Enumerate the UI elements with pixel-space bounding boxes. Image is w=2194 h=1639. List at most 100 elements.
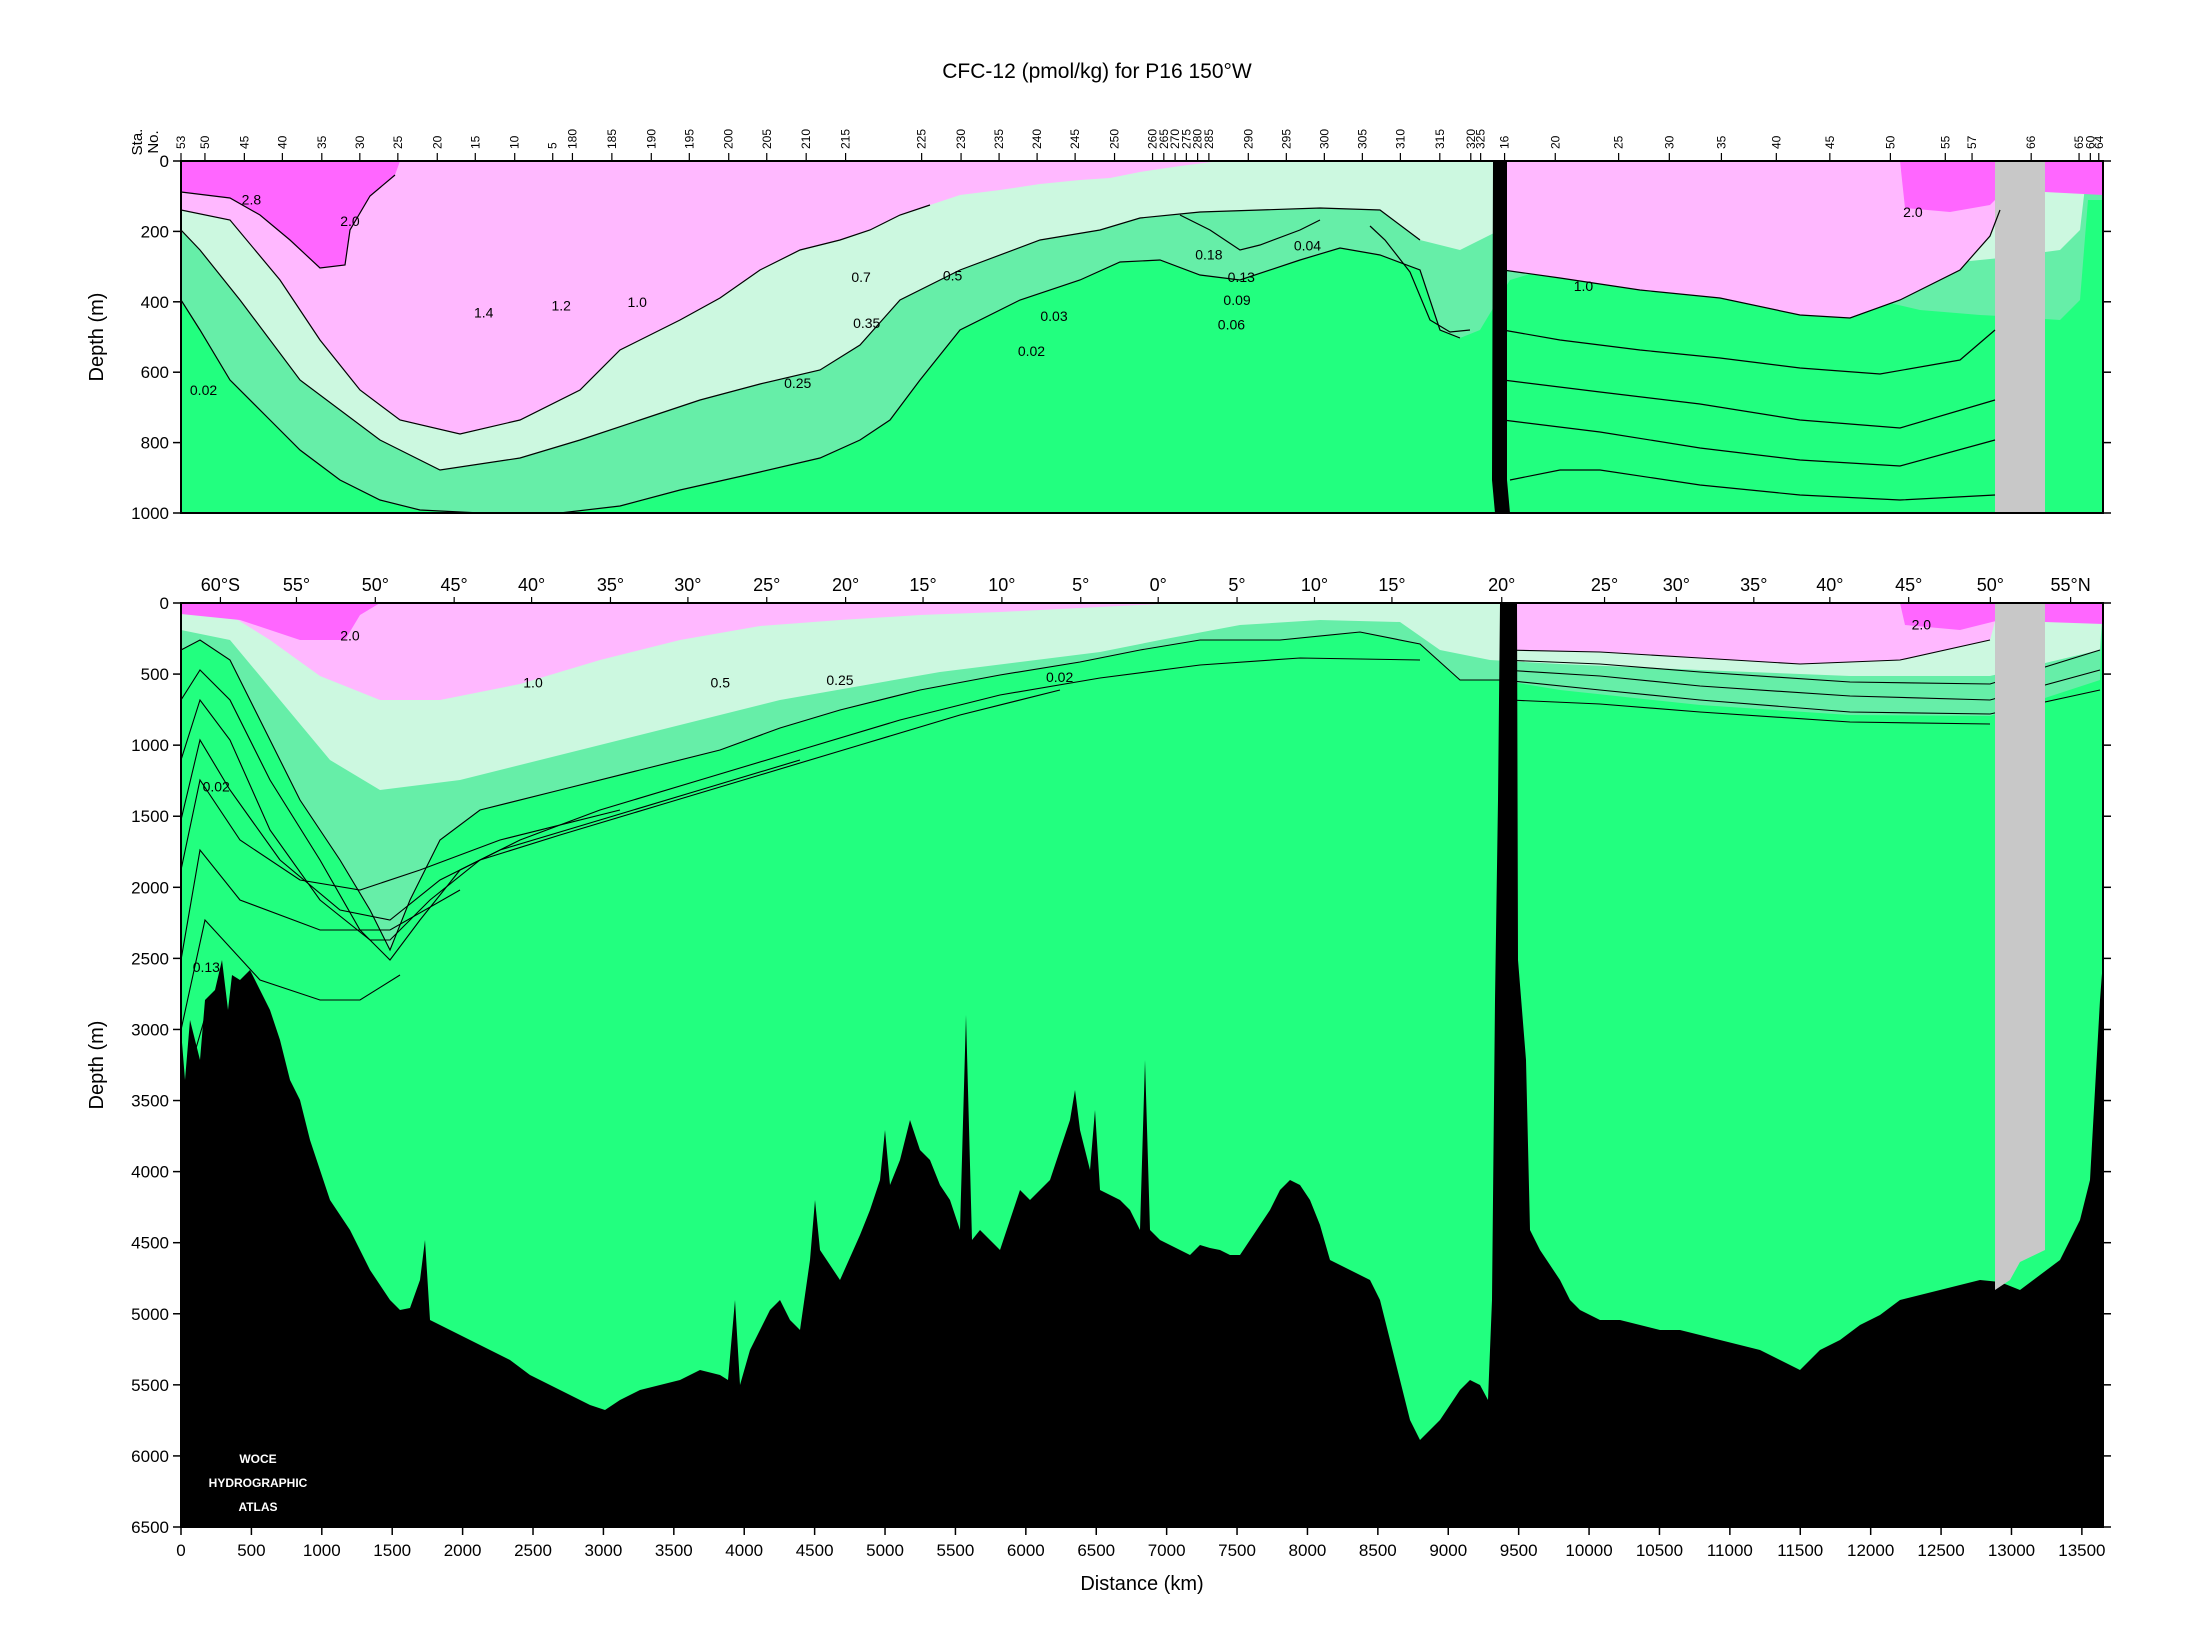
station-label: 235 xyxy=(992,129,1006,149)
x-tick-label: 3500 xyxy=(655,1541,693,1560)
latitude-label: 50° xyxy=(362,575,389,595)
latitude-label: 40° xyxy=(518,575,545,595)
station-label: 230 xyxy=(954,129,968,149)
station-label: 5 xyxy=(546,142,560,149)
lower-y-tick-label: 3000 xyxy=(131,1020,169,1039)
station-axis-label-no: No. xyxy=(145,130,162,153)
upper-pink-light-band-north xyxy=(1503,161,2000,318)
logo-line-1: WOCE xyxy=(239,1452,276,1466)
x-tick-label: 9500 xyxy=(1500,1541,1538,1560)
station-label: 225 xyxy=(915,129,929,149)
x-tick-label: 11500 xyxy=(1777,1541,1823,1560)
station-label: 320 xyxy=(1464,129,1478,149)
latitude-label: 30° xyxy=(674,575,701,595)
upper-contour-label: 0.25 xyxy=(784,375,811,391)
latitude-label: 10° xyxy=(988,575,1015,595)
station-label: 15 xyxy=(468,135,482,149)
x-tick-label: 5000 xyxy=(866,1541,904,1560)
latitude-label: 10° xyxy=(1301,575,1328,595)
lower-contour-label: 0.25 xyxy=(826,672,853,688)
latitude-label: 25° xyxy=(1591,575,1618,595)
station-label: 20 xyxy=(430,135,444,149)
upper-pink-dark-core xyxy=(181,161,400,268)
station-label: 30 xyxy=(1662,135,1676,149)
station-label: 57 xyxy=(1965,135,1979,149)
station-label: 65 xyxy=(2072,135,2086,149)
upper-pink-dark-core-north xyxy=(1900,161,2103,212)
lower-plot-frame xyxy=(180,602,2104,1528)
latitude-label: 20° xyxy=(832,575,859,595)
latitude-label: 0° xyxy=(1150,575,1167,595)
latitude-label: 40° xyxy=(1816,575,1843,595)
latitude-label: 45° xyxy=(1895,575,1922,595)
lower-y-tick-label: 1500 xyxy=(131,807,169,826)
lower-y-tick-label: 5500 xyxy=(131,1376,169,1395)
x-tick-label: 5500 xyxy=(937,1541,975,1560)
logo-line-3: ATLAS xyxy=(238,1500,277,1514)
latitude-label: 60°S xyxy=(201,575,240,595)
x-tick-label: 13000 xyxy=(1988,1541,2035,1560)
lower-y-tick-label: 1000 xyxy=(131,736,169,755)
x-tick-label: 8500 xyxy=(1359,1541,1397,1560)
station-label: 45 xyxy=(237,135,251,149)
latitude-axis: 60°S 55° 50° 45° 40° 35° 30° 25° 20° 15° 10° 5° 0° 5°… xyxy=(201,575,2091,603)
x-axis: 0 500 1000 1500 2000 2500 3000 3500 4000 4500 5000… xyxy=(176,1527,2106,1560)
upper-data-gap xyxy=(1995,161,2045,513)
latitude-label: 15° xyxy=(909,575,936,595)
station-label: 325 xyxy=(1474,129,1488,149)
latitude-label: 45° xyxy=(441,575,468,595)
latitude-label: 5° xyxy=(1228,575,1245,595)
upper-contour-label: 2.0 xyxy=(340,213,360,229)
station-label: 55 xyxy=(1938,135,1952,149)
station-label: 285 xyxy=(1202,129,1216,149)
x-axis-label: Distance (km) xyxy=(1080,1573,1203,1595)
upper-y-tick-label: 200 xyxy=(141,222,169,241)
station-label: 270 xyxy=(1168,129,1182,149)
station-label: 260 xyxy=(1146,129,1160,149)
lower-panel: 0500100015002000250030003500400045005000… xyxy=(86,575,2111,1595)
logo-line-2: HYDROGRAPHIC xyxy=(209,1476,308,1490)
lower-contour-label: 1.0 xyxy=(523,675,543,691)
lower-y-tick-label: 2000 xyxy=(131,878,169,897)
upper-y-tick-label: 1000 xyxy=(131,504,169,523)
x-tick-label: 6500 xyxy=(1077,1541,1115,1560)
latitude-label: 55° xyxy=(283,575,310,595)
x-tick-label: 3000 xyxy=(585,1541,623,1560)
station-label: 210 xyxy=(799,129,813,149)
lower-contour-label: 0.5 xyxy=(711,675,731,691)
x-tick-label: 2500 xyxy=(514,1541,552,1560)
x-tick-label: 12500 xyxy=(1917,1541,1964,1560)
lower-data-gap xyxy=(1995,603,2045,1290)
latitude-label: 25° xyxy=(753,575,780,595)
station-label: 25 xyxy=(1612,135,1626,149)
chart-title: CFC-12 (pmol/kg) for P16 150°W xyxy=(942,60,1252,83)
upper-contour-label: 1.0 xyxy=(627,294,647,310)
upper-land-bar xyxy=(1492,161,1510,513)
station-label: 185 xyxy=(605,129,619,149)
x-tick-label: 500 xyxy=(237,1541,265,1560)
upper-contour-label: 0.18 xyxy=(1195,246,1222,262)
station-label: 290 xyxy=(1241,129,1255,149)
lower-y-tick-label: 6500 xyxy=(131,1518,169,1537)
upper-contour-label: 1.0 xyxy=(1574,278,1594,294)
lower-contour-label: 2.0 xyxy=(340,628,360,644)
upper-contour-label: 0.02 xyxy=(190,382,217,398)
x-tick-label: 10500 xyxy=(1636,1541,1683,1560)
upper-contour-label: 0.7 xyxy=(851,269,871,285)
upper-contour-lines xyxy=(181,174,2001,513)
lower-pink-dark-core xyxy=(181,603,2103,640)
station-label: 45 xyxy=(1823,135,1837,149)
upper-plot-area xyxy=(181,161,2103,513)
lower-y-tick-label: 6000 xyxy=(131,1447,169,1466)
upper-contour-label: 0.13 xyxy=(1228,269,1255,285)
lower-y-axis: 0 500 1000 1500 2000 2500 3000 3500 4000 4500 5000… xyxy=(131,594,2111,1537)
upper-plot-frame xyxy=(180,160,2104,514)
station-label: 200 xyxy=(722,129,736,149)
station-label: 40 xyxy=(275,135,289,149)
station-label: 295 xyxy=(1279,129,1293,149)
lower-y-tick-label: 3500 xyxy=(131,1092,169,1111)
station-label: 10 xyxy=(508,135,522,149)
x-tick-label: 10000 xyxy=(1565,1541,1612,1560)
upper-contour-label: 2.0 xyxy=(1903,204,1923,220)
